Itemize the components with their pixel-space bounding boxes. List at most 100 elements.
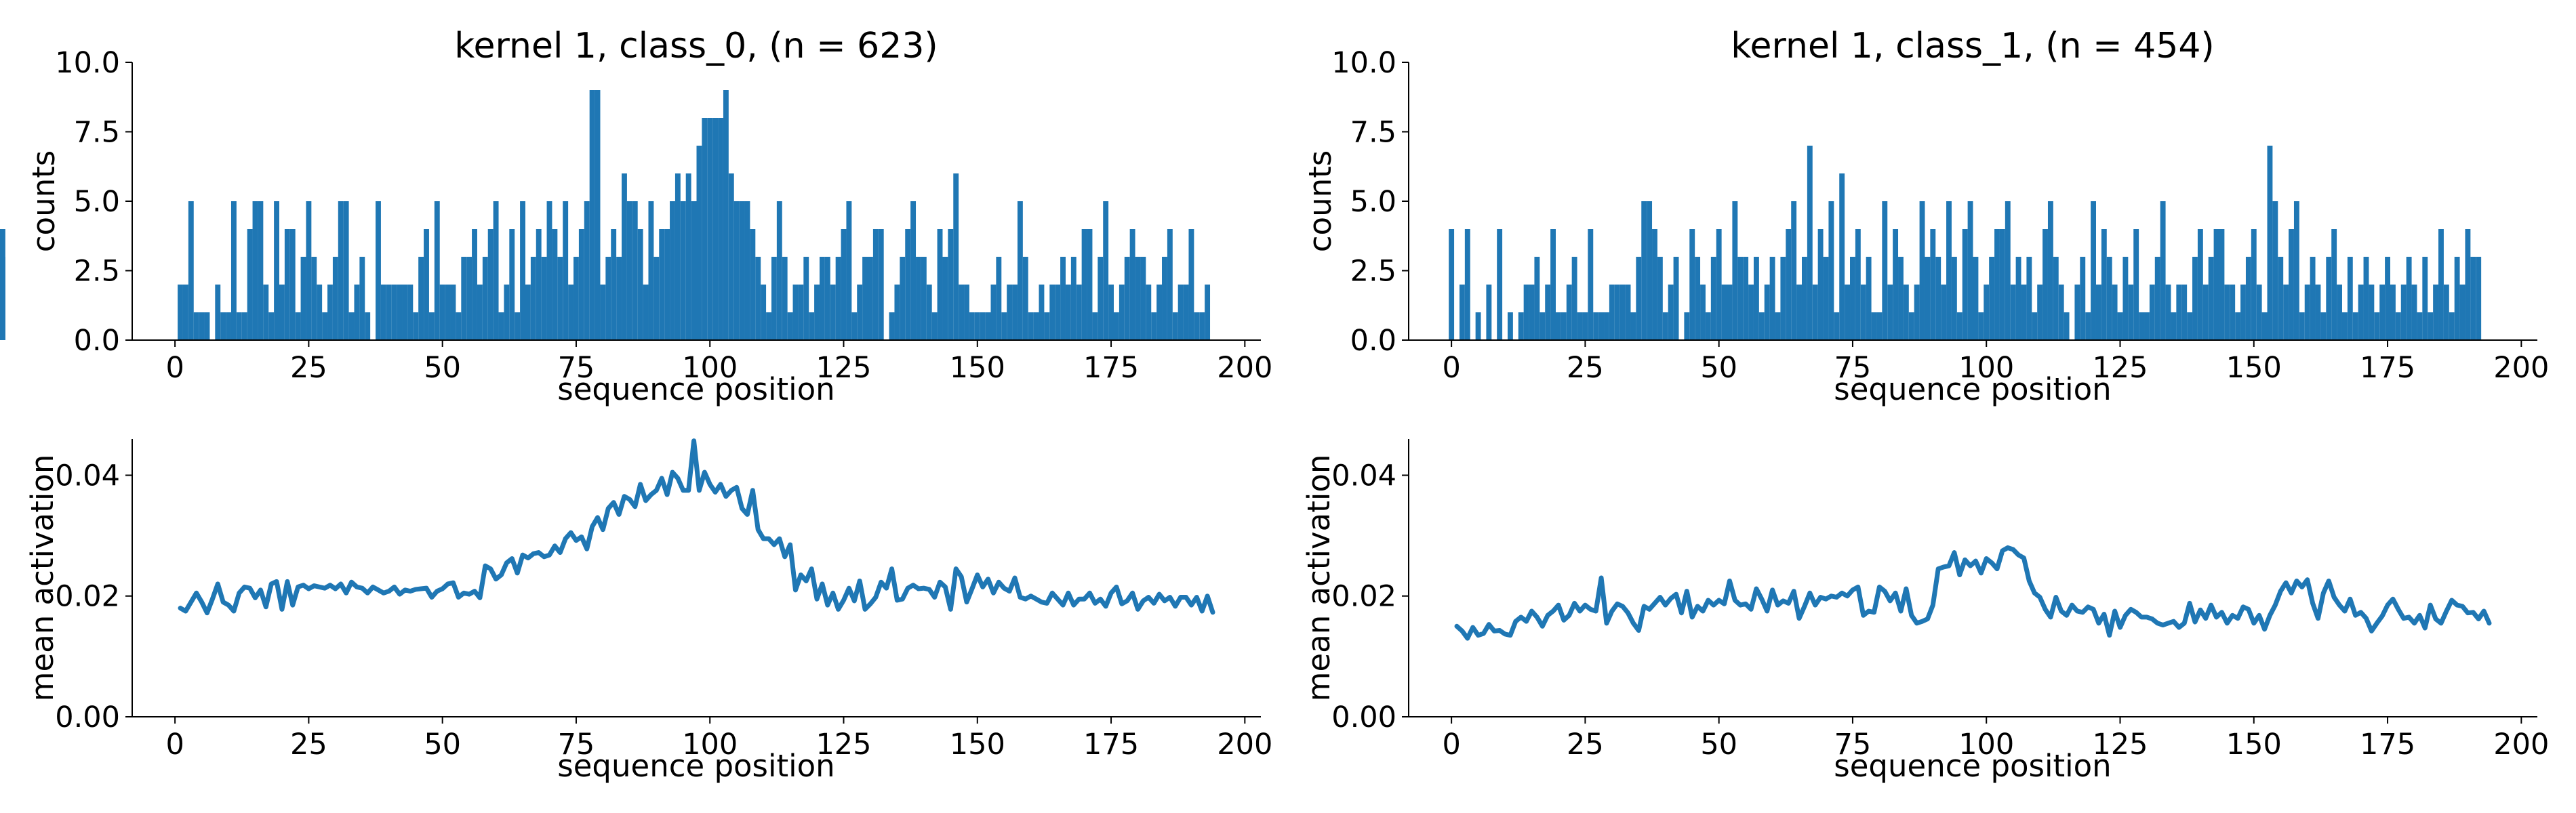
bar [306,201,312,340]
bar [2091,201,2096,340]
bar [2454,257,2460,340]
x-tick-label: 75 [558,351,595,385]
bar [376,201,381,340]
bar [1908,312,1914,340]
bar [2428,312,2434,340]
bar [413,312,419,340]
bar [2085,312,2091,340]
y-tick-label: 0.0 [1350,324,1396,358]
bar [2400,285,2407,340]
bar [1652,229,1657,340]
bar [1758,312,1765,340]
bar [1743,257,1749,340]
bar [1967,201,1973,340]
bar [1764,285,1770,340]
bar [1205,285,1211,340]
bar [584,201,590,340]
x-tick-label: 0 [1442,351,1460,385]
bar [2042,229,2048,340]
bar [1823,257,1829,340]
bar [466,257,472,340]
bar [407,285,414,340]
bar [343,201,349,340]
bar [2101,229,2107,340]
x-tick-label: 100 [682,728,738,762]
bar [2341,312,2348,340]
bar [241,312,247,340]
bar [1566,285,1572,340]
bar [1775,312,1781,340]
bar [1119,285,1125,340]
bar [2106,257,2112,340]
bar [1103,201,1109,340]
bar [1497,229,1503,340]
bar [2449,312,2455,340]
x-tick-label: 150 [950,351,1005,385]
x-tick-label: 100 [1958,351,2014,385]
bar [2459,285,2466,340]
x-tick-label: 25 [1567,351,1604,385]
bar [680,201,686,340]
y-axis-label: mean activation [24,455,60,702]
bar [2395,312,2401,340]
bar [2230,285,2236,340]
bar [1882,201,1888,340]
bar [659,229,665,340]
bar [857,285,863,340]
bar [402,285,408,340]
bar [2390,285,2396,340]
x-tick-label: 125 [2092,351,2148,385]
bar [1636,257,1642,340]
bar [2032,312,2038,340]
bar [2379,285,2386,340]
bar [428,312,435,340]
bar [841,229,847,340]
bar [199,312,205,340]
bar [894,285,900,340]
bar [230,201,237,340]
bar [691,201,697,340]
bar [1801,257,1807,340]
bar [2015,257,2021,340]
bar [193,312,199,340]
bar [1588,229,1594,340]
bar [1845,285,1851,340]
chart-title: kernel 1, class_0, (n = 623) [454,26,938,66]
bar [327,285,333,340]
bar [1828,201,1834,340]
bar [461,257,467,340]
bar [2326,257,2332,340]
x-axis-label: sequence position [557,371,834,407]
bar [445,285,451,340]
bar [1619,285,1626,340]
bar [284,229,290,340]
bar [1561,312,1567,340]
bar [1129,229,1135,340]
bar [974,312,980,340]
bar [1571,257,1577,340]
bar [980,312,986,340]
y-tick-label: 10.0 [55,46,120,80]
x-tick-label: 0 [165,351,184,385]
bar [1641,201,1647,340]
x-tick-label: 175 [2360,728,2415,762]
bar [317,285,323,340]
bar [578,229,584,340]
x-tick-label: 0 [165,728,184,762]
bar [1486,285,1492,340]
bar [985,312,991,340]
bar [2064,312,2070,340]
bar [1850,257,1855,340]
bar [2165,285,2171,340]
bar [1108,285,1114,340]
y-tick-label: 0.04 [1331,459,1396,493]
bar [1999,229,2005,340]
bar [439,285,445,340]
bar [482,257,488,340]
bar [552,229,558,340]
x-tick-label: 200 [1217,728,1272,762]
bar [338,201,344,340]
bar [1167,229,1173,340]
bar [311,257,317,340]
bar [2181,285,2188,340]
